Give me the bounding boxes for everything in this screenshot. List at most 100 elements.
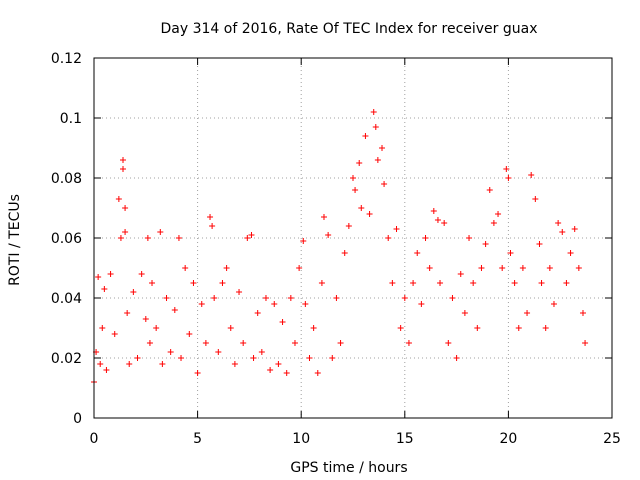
data-point xyxy=(397,325,404,331)
data-point xyxy=(385,235,392,241)
data-point xyxy=(271,301,278,307)
data-point xyxy=(453,355,460,361)
data-point xyxy=(223,265,230,271)
x-tick-label: 25 xyxy=(603,431,621,447)
data-point xyxy=(122,229,129,235)
data-point xyxy=(350,175,356,181)
data-point xyxy=(418,301,425,307)
data-point xyxy=(122,205,129,211)
data-point xyxy=(115,196,122,202)
data-point xyxy=(215,349,222,355)
y-tick-label: 0 xyxy=(73,411,82,427)
data-point xyxy=(248,232,255,238)
x-tick-label: 0 xyxy=(90,431,99,447)
data-point xyxy=(352,187,359,193)
chart-title: Day 314 of 2016, Rate Of TEC Index for r… xyxy=(161,21,538,37)
data-point xyxy=(546,265,553,271)
data-point xyxy=(372,124,379,130)
data-point xyxy=(519,265,526,271)
data-point xyxy=(163,295,170,301)
data-point xyxy=(144,235,151,241)
data-point xyxy=(254,310,261,316)
data-point xyxy=(370,109,377,115)
data-point xyxy=(318,280,325,286)
data-point xyxy=(582,340,589,346)
tick-labels: 0 5 10 15 20 25 0 0.02 0.04 0.06 0.08 0.1 0.12 xyxy=(51,51,621,447)
data-point xyxy=(441,220,448,226)
data-point xyxy=(550,301,557,307)
data-point xyxy=(202,340,209,346)
x-axis-label: GPS time / hours xyxy=(290,460,407,476)
data-point xyxy=(329,355,336,361)
data-point xyxy=(283,370,290,376)
data-point xyxy=(103,367,110,373)
data-point xyxy=(341,250,348,256)
y-axis-label: ROTI / TECUs xyxy=(7,194,23,286)
data-point xyxy=(207,214,214,220)
data-point xyxy=(393,226,400,232)
data-point xyxy=(563,280,570,286)
data-point xyxy=(267,367,274,373)
data-point xyxy=(567,250,574,256)
data-point xyxy=(437,280,444,286)
y-tick-label: 0.06 xyxy=(51,231,82,247)
data-point xyxy=(505,175,512,181)
data-point xyxy=(379,145,386,151)
data-point xyxy=(138,271,145,277)
data-point xyxy=(99,325,106,331)
data-point xyxy=(503,166,510,172)
data-point xyxy=(470,280,477,286)
data-point xyxy=(474,325,481,331)
data-point xyxy=(153,325,160,331)
data-point xyxy=(287,295,294,301)
data-point xyxy=(171,307,178,313)
data-point xyxy=(366,211,373,217)
data-point xyxy=(314,370,321,376)
data-point xyxy=(389,280,396,286)
data-point xyxy=(300,238,307,244)
data-point xyxy=(325,232,332,238)
y-tick-label: 0.12 xyxy=(51,51,82,67)
data-point xyxy=(426,265,433,271)
data-point xyxy=(579,310,586,316)
data-point xyxy=(236,289,243,295)
x-tick-label: 15 xyxy=(396,431,414,447)
data-point xyxy=(374,157,381,163)
data-point xyxy=(486,187,493,193)
data-point xyxy=(296,265,303,271)
y-tick-label: 0.02 xyxy=(51,351,82,367)
data-point xyxy=(538,280,545,286)
data-point xyxy=(157,229,164,235)
data-point xyxy=(244,235,251,241)
data-point xyxy=(571,226,578,232)
data-point xyxy=(250,355,257,361)
data-point xyxy=(178,355,185,361)
data-point xyxy=(182,265,189,271)
data-point xyxy=(414,250,421,256)
data-point xyxy=(430,208,437,214)
data-point xyxy=(449,295,456,301)
data-point xyxy=(120,157,127,163)
data-point xyxy=(478,265,485,271)
data-point xyxy=(461,310,468,316)
data-point xyxy=(279,319,286,325)
data-point xyxy=(555,220,562,226)
data-point xyxy=(410,280,417,286)
data-point xyxy=(495,211,502,217)
data-point xyxy=(227,325,234,331)
data-point xyxy=(258,349,265,355)
data-point xyxy=(275,361,282,367)
data-point xyxy=(198,301,205,307)
data-point xyxy=(345,223,352,229)
data-point xyxy=(515,325,522,331)
data-point xyxy=(434,217,441,223)
x-tick-label: 20 xyxy=(499,431,517,447)
data-point xyxy=(134,355,141,361)
data-point xyxy=(457,271,464,277)
data-point xyxy=(532,196,539,202)
data-point xyxy=(231,361,238,367)
data-point xyxy=(306,355,313,361)
data-point xyxy=(146,340,153,346)
grid-lines xyxy=(94,58,612,418)
data-point xyxy=(209,223,216,229)
